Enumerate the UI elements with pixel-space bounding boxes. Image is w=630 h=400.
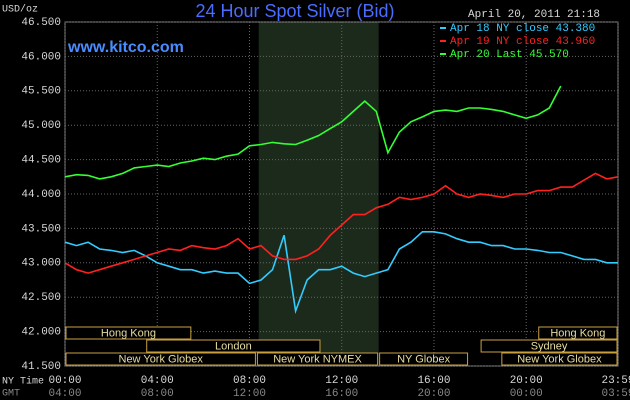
x-tick-label: 00:00 [48,375,81,387]
session-box [379,352,469,366]
session-label: New York Globex [119,353,204,365]
session-box [146,339,321,353]
y-tick-label: 44.500 [21,155,61,167]
watermark: www.kitco.com [67,39,184,56]
session-box [256,352,379,366]
y-axis-label: USD/oz [2,4,38,16]
y-tick-label: 46.500 [21,17,61,29]
session-label: New York NYMEX [273,353,362,365]
y-tick-label: 45.500 [21,86,61,98]
session-box [538,326,618,340]
legend-label: Apr 19 NY close 43.960 [450,36,595,48]
series-line [64,231,618,315]
series-line [64,85,562,180]
x-tick-label: 16:00 [417,375,450,387]
session-label: London [215,340,252,352]
date-label: April 20, 2011 21:18 [468,9,600,21]
session-box [65,326,192,340]
x-tick-label: 23:59 [601,375,630,387]
y-tick-label: 45.000 [21,120,61,132]
y-tick-label: 46.000 [21,51,61,63]
y-tick-label: 43.000 [21,258,61,270]
x2-axis-label: GMT [2,389,20,400]
y-tick-label: 41.500 [21,361,61,373]
x2-tick-label: 16:00 [325,388,358,400]
x2-tick-label: 03:59 [601,388,630,400]
session-box [501,352,618,366]
session-label: New York Globex [517,353,602,365]
session-label: Hong Kong [101,327,156,339]
legend-label: Apr 20 Last 45.570 [450,49,569,61]
x-tick-label: 20:00 [510,375,543,387]
x2-tick-label: 08:00 [141,388,174,400]
x-axis-label: NY Time [2,376,44,388]
legend-label: Apr 18 NY close 43.380 [450,23,595,35]
y-tick-label: 42.500 [21,292,61,304]
series-line [64,172,619,274]
highlight-band [258,22,379,366]
session-label: NY Globex [397,353,450,365]
y-tick-label: 43.500 [21,223,61,235]
x-tick-label: 04:00 [141,375,174,387]
y-tick-label: 44.000 [21,189,61,201]
y-tick-label: 42.000 [21,327,61,339]
x2-tick-label: 12:00 [233,388,266,400]
session-label: Hong Kong [550,327,605,339]
x-tick-label: 08:00 [233,375,266,387]
x2-tick-label: 20:00 [417,388,450,400]
x2-tick-label: 04:00 [48,388,81,400]
x2-tick-label: 00:00 [510,388,543,400]
session-box [480,339,618,353]
chart-title: 24 Hour Spot Silver (Bid) [195,1,394,21]
x-tick-label: 12:00 [325,375,358,387]
session-label: Sydney [531,340,568,352]
session-box [65,352,256,366]
